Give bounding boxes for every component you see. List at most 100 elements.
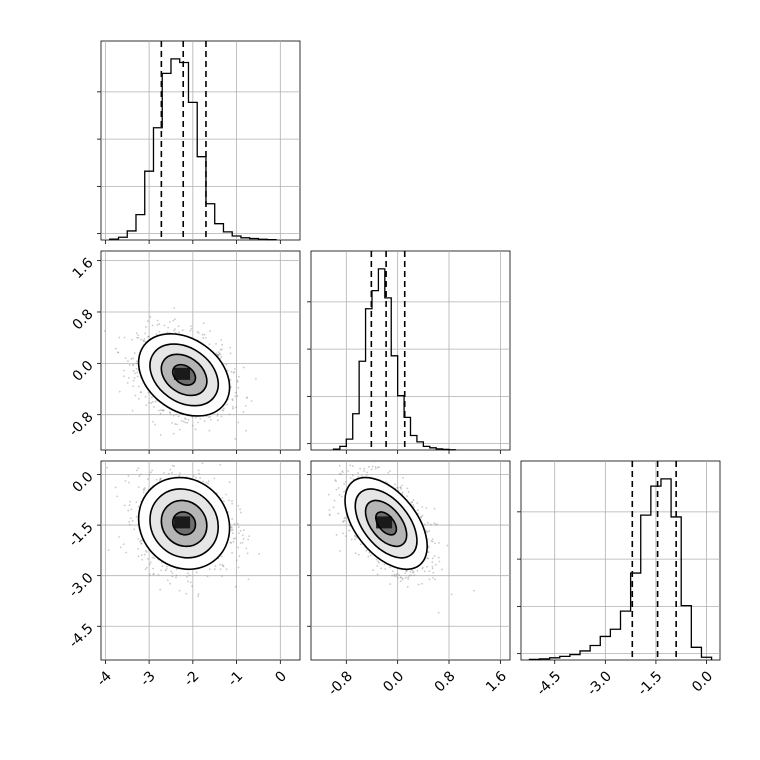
sample-point — [169, 413, 172, 416]
sample-point — [243, 529, 245, 532]
sample-point — [128, 520, 131, 523]
sample-point — [127, 360, 129, 362]
sample-point — [135, 368, 138, 370]
sample-point — [168, 411, 171, 414]
sample-point — [124, 480, 127, 482]
sample-point — [181, 329, 184, 332]
sample-point — [220, 339, 223, 341]
sample-point — [438, 542, 440, 544]
sample-point — [404, 572, 407, 575]
sample-point — [140, 554, 143, 556]
sample-point — [126, 381, 129, 384]
sample-point — [413, 506, 415, 508]
sample-point — [395, 573, 398, 576]
sample-point — [137, 555, 140, 558]
sample-point — [344, 516, 347, 519]
sample-point — [376, 565, 379, 567]
sample-point — [133, 352, 136, 355]
sample-point — [236, 380, 239, 383]
sample-point — [141, 558, 144, 561]
sample-point — [114, 486, 117, 489]
y-tick-label: -1.5 — [66, 519, 97, 550]
sample-point — [357, 553, 360, 556]
sample-point — [421, 514, 424, 517]
sample-point — [202, 337, 205, 339]
sample-point — [215, 352, 218, 355]
sample-point — [372, 569, 375, 572]
joint-panel-0-1 — [97, 250, 301, 454]
sample-point — [137, 397, 140, 400]
sample-point — [135, 362, 138, 365]
sample-point — [136, 336, 139, 339]
sample-point — [216, 419, 219, 422]
sample-point — [218, 353, 221, 355]
sample-point — [142, 491, 145, 494]
sample-point — [153, 572, 155, 575]
histogram-panel-0 — [97, 40, 301, 244]
sample-point — [237, 546, 240, 549]
sample-point — [123, 504, 126, 507]
sample-point — [116, 351, 119, 354]
sample-point — [402, 476, 404, 479]
sample-point — [427, 551, 430, 554]
sample-point — [420, 515, 423, 518]
sample-point — [410, 574, 412, 577]
sample-point — [175, 413, 178, 416]
sample-point — [142, 339, 145, 342]
sample-point — [172, 414, 175, 417]
sample-point — [184, 421, 187, 424]
sample-point — [208, 429, 211, 432]
contour-line — [137, 333, 231, 417]
sample-point — [123, 336, 126, 339]
sample-point — [416, 509, 419, 511]
sample-point — [230, 370, 233, 373]
sample-point — [144, 332, 146, 335]
sample-point — [421, 566, 424, 569]
sample-point — [186, 421, 189, 424]
sample-point — [151, 401, 154, 403]
sample-point — [431, 557, 434, 560]
sample-point — [213, 477, 216, 480]
sample-point — [354, 535, 357, 538]
sample-point — [98, 348, 100, 350]
sample-point — [343, 517, 346, 520]
sample-point — [432, 571, 435, 574]
sample-point — [231, 517, 234, 520]
sample-point — [122, 375, 125, 378]
x-tick-label: -0.8 — [325, 668, 356, 699]
sample-point — [169, 412, 172, 414]
sample-point — [151, 556, 154, 559]
sample-point — [173, 329, 175, 332]
sample-point — [207, 416, 210, 419]
sample-point — [434, 578, 437, 581]
sample-point — [421, 567, 424, 570]
sample-point — [394, 483, 396, 486]
sample-point — [171, 575, 174, 578]
sample-point — [131, 519, 134, 522]
sample-point — [209, 330, 212, 332]
sample-point — [437, 611, 440, 614]
sample-point — [137, 385, 140, 388]
sample-point — [231, 500, 233, 502]
sample-point — [363, 470, 366, 472]
sample-point — [220, 348, 223, 351]
sample-point — [401, 577, 404, 580]
sample-point — [159, 588, 162, 591]
sample-point — [172, 432, 175, 435]
sample-point — [246, 552, 249, 555]
sample-point — [140, 542, 143, 545]
sample-point — [217, 351, 220, 354]
sample-point — [239, 542, 242, 544]
sample-point — [132, 370, 135, 372]
sample-point — [220, 555, 223, 558]
sample-point — [104, 329, 106, 332]
joint-panel-0-2 — [97, 460, 301, 664]
sample-point — [127, 475, 130, 477]
sample-point — [242, 537, 245, 540]
sample-point — [219, 568, 222, 571]
sample-point — [396, 486, 399, 489]
sample-point — [339, 550, 342, 552]
sample-point — [182, 420, 185, 423]
sample-point — [139, 540, 141, 543]
sample-point — [174, 328, 176, 331]
